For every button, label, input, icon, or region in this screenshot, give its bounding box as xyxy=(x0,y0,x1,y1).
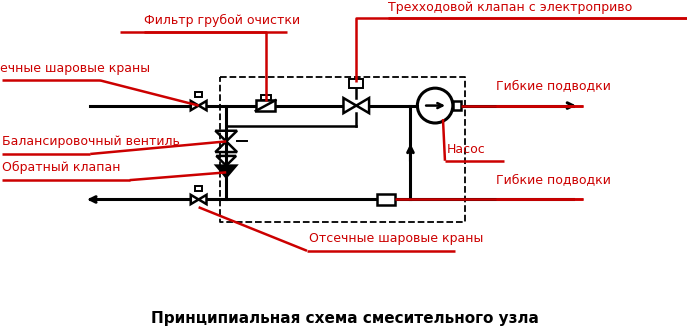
Text: Принципиальная схема смесительного узла: Принципиальная схема смесительного узла xyxy=(150,311,539,326)
Bar xyxy=(377,194,395,205)
Text: Балансировочный вентиль: Балансировочный вентиль xyxy=(1,135,180,148)
Bar xyxy=(261,95,271,100)
Text: Гибкие подводки: Гибкие подводки xyxy=(496,79,611,92)
Bar xyxy=(255,100,276,111)
Text: ечные шаровые краны: ечные шаровые краны xyxy=(0,61,150,75)
Text: Трехходовой клапан с электроприво: Трехходовой клапан с электроприво xyxy=(388,1,632,13)
Text: Фильтр грубой очистки: Фильтр грубой очистки xyxy=(145,14,301,27)
Bar xyxy=(195,186,202,191)
Bar xyxy=(453,101,461,111)
Text: Обратный клапан: Обратный клапан xyxy=(1,161,120,174)
Text: Отсечные шаровые краны: Отсечные шаровые краны xyxy=(309,232,483,245)
Polygon shape xyxy=(216,166,236,177)
Text: Гибкие подводки: Гибкие подводки xyxy=(496,173,611,186)
Bar xyxy=(349,79,363,88)
Text: Насос: Насос xyxy=(447,143,486,156)
Bar xyxy=(195,92,202,97)
